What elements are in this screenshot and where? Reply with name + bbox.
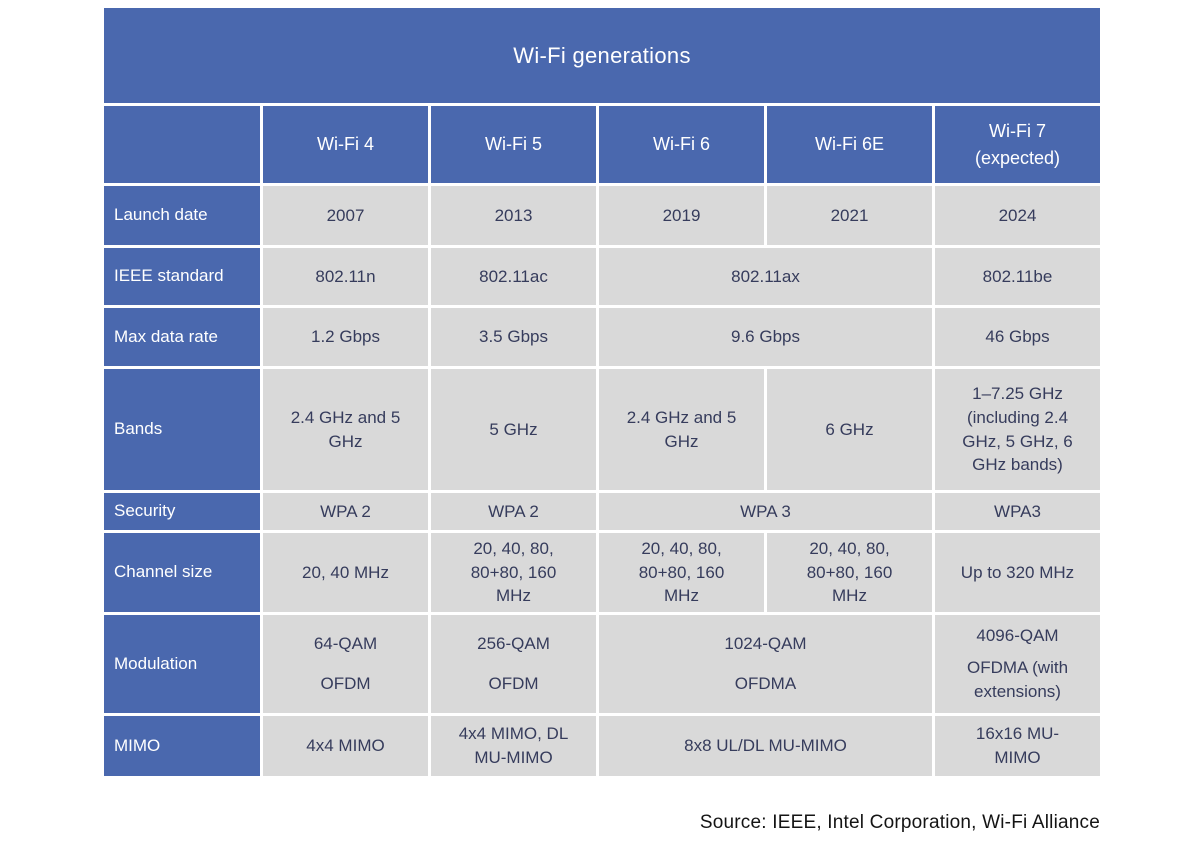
table-cell: 20, 40 MHz bbox=[263, 533, 428, 612]
table-row-launch-date: Launch date 2007 2013 2019 2021 2024 bbox=[104, 186, 1100, 245]
table-cell: WPA 2 bbox=[431, 493, 596, 530]
table-cell: Up to 320 MHz bbox=[935, 533, 1100, 612]
row-label: Launch date bbox=[104, 186, 260, 245]
header-cell-wifi5: Wi-Fi 5 bbox=[431, 106, 596, 183]
table-cell-merged: WPA 3 bbox=[599, 493, 932, 530]
table-cell: WPA 2 bbox=[263, 493, 428, 530]
table-row-modulation: Modulation 64-QAM OFDM 256-QAM OFDM 1024… bbox=[104, 615, 1100, 713]
table-cell-merged: 9.6 Gbps bbox=[599, 308, 932, 366]
table-cell: 802.11ac bbox=[431, 248, 596, 305]
table-cell: 2024 bbox=[935, 186, 1100, 245]
table-cell-merged: 802.11ax bbox=[599, 248, 932, 305]
table-row-max-data-rate: Max data rate 1.2 Gbps 3.5 Gbps 9.6 Gbps… bbox=[104, 308, 1100, 366]
modulation-line: OFDMA (with extensions) bbox=[966, 658, 1069, 701]
table-cell: 4096-QAM OFDMA (with extensions) bbox=[935, 615, 1100, 713]
table-cell: 3.5 Gbps bbox=[431, 308, 596, 366]
table-cell: 4x4 MIMO bbox=[263, 716, 428, 776]
modulation-line: 4096-QAM bbox=[976, 626, 1059, 646]
table-cell: 2021 bbox=[767, 186, 932, 245]
table-cell: 4x4 MIMO, DL MU-MIMO bbox=[431, 716, 596, 776]
header-cell-wifi6e: Wi-Fi 6E bbox=[767, 106, 932, 183]
table-cell: 802.11be bbox=[935, 248, 1100, 305]
table-row-mimo: MIMO 4x4 MIMO 4x4 MIMO, DL MU-MIMO 8x8 U… bbox=[104, 716, 1100, 776]
table-cell: 802.11n bbox=[263, 248, 428, 305]
header-cell-wifi6: Wi-Fi 6 bbox=[599, 106, 764, 183]
row-label: IEEE standard bbox=[104, 248, 260, 305]
table-cell: WPA3 bbox=[935, 493, 1100, 530]
row-label: Channel size bbox=[104, 533, 260, 612]
table-cell: 64-QAM OFDM bbox=[263, 615, 428, 713]
row-label: Security bbox=[104, 493, 260, 530]
table-row-channel-size: Channel size 20, 40 MHz 20, 40, 80, 80+8… bbox=[104, 533, 1100, 612]
table-cell-merged: 8x8 UL/DL MU-MIMO bbox=[599, 716, 932, 776]
modulation-line: OFDM bbox=[488, 674, 539, 693]
table-cell: 20, 40, 80, 80+80, 160 MHz bbox=[767, 533, 932, 612]
table-cell: 1.2 Gbps bbox=[263, 308, 428, 366]
table-cell: 2013 bbox=[431, 186, 596, 245]
table-cell-merged: 1024-QAM OFDMA bbox=[599, 615, 932, 713]
table-row-ieee-standard: IEEE standard 802.11n 802.11ac 802.11ax … bbox=[104, 248, 1100, 305]
wifi-generations-table: Wi-Fi generations Wi-Fi 4 Wi-Fi 5 Wi-Fi … bbox=[101, 5, 1103, 779]
table-row-security: Security WPA 2 WPA 2 WPA 3 WPA3 bbox=[104, 493, 1100, 530]
title-row: Wi-Fi generations bbox=[104, 8, 1100, 103]
table-cell: 6 GHz bbox=[767, 369, 932, 490]
row-label: Max data rate bbox=[104, 308, 260, 366]
modulation-line: OFDM bbox=[320, 674, 371, 693]
modulation-line: 256-QAM bbox=[477, 634, 550, 654]
table-cell: 20, 40, 80, 80+80, 160 MHz bbox=[431, 533, 596, 612]
table-cell: 46 Gbps bbox=[935, 308, 1100, 366]
table-cell: 256-QAM OFDM bbox=[431, 615, 596, 713]
header-cell-wifi7: Wi-Fi 7 (expected) bbox=[935, 106, 1100, 183]
table-cell: 2007 bbox=[263, 186, 428, 245]
table-cell: 16x16 MU-MIMO bbox=[935, 716, 1100, 776]
header-row: Wi-Fi 4 Wi-Fi 5 Wi-Fi 6 Wi-Fi 6E Wi-Fi 7… bbox=[104, 106, 1100, 183]
source-attribution: Source: IEEE, Intel Corporation, Wi-Fi A… bbox=[699, 812, 1100, 833]
table-cell: 1–7.25 GHz (including 2.4 GHz, 5 GHz, 6 … bbox=[935, 369, 1100, 490]
table-cell: 2.4 GHz and 5 GHz bbox=[263, 369, 428, 490]
table-cell: 5 GHz bbox=[431, 369, 596, 490]
row-label: Modulation bbox=[104, 615, 260, 713]
table-cell: 20, 40, 80, 80+80, 160 MHz bbox=[599, 533, 764, 612]
header-cell-empty bbox=[104, 106, 260, 183]
table-row-bands: Bands 2.4 GHz and 5 GHz 5 GHz 2.4 GHz an… bbox=[104, 369, 1100, 490]
modulation-line: 64-QAM bbox=[313, 634, 378, 654]
table-cell: 2.4 GHz and 5 GHz bbox=[599, 369, 764, 490]
header-cell-wifi4: Wi-Fi 4 bbox=[263, 106, 428, 183]
modulation-line: OFDMA bbox=[734, 674, 797, 693]
table-title: Wi-Fi generations bbox=[104, 8, 1100, 103]
modulation-line: 1024-QAM bbox=[724, 634, 807, 654]
table-cell: 2019 bbox=[599, 186, 764, 245]
row-label: Bands bbox=[104, 369, 260, 490]
row-label: MIMO bbox=[104, 716, 260, 776]
